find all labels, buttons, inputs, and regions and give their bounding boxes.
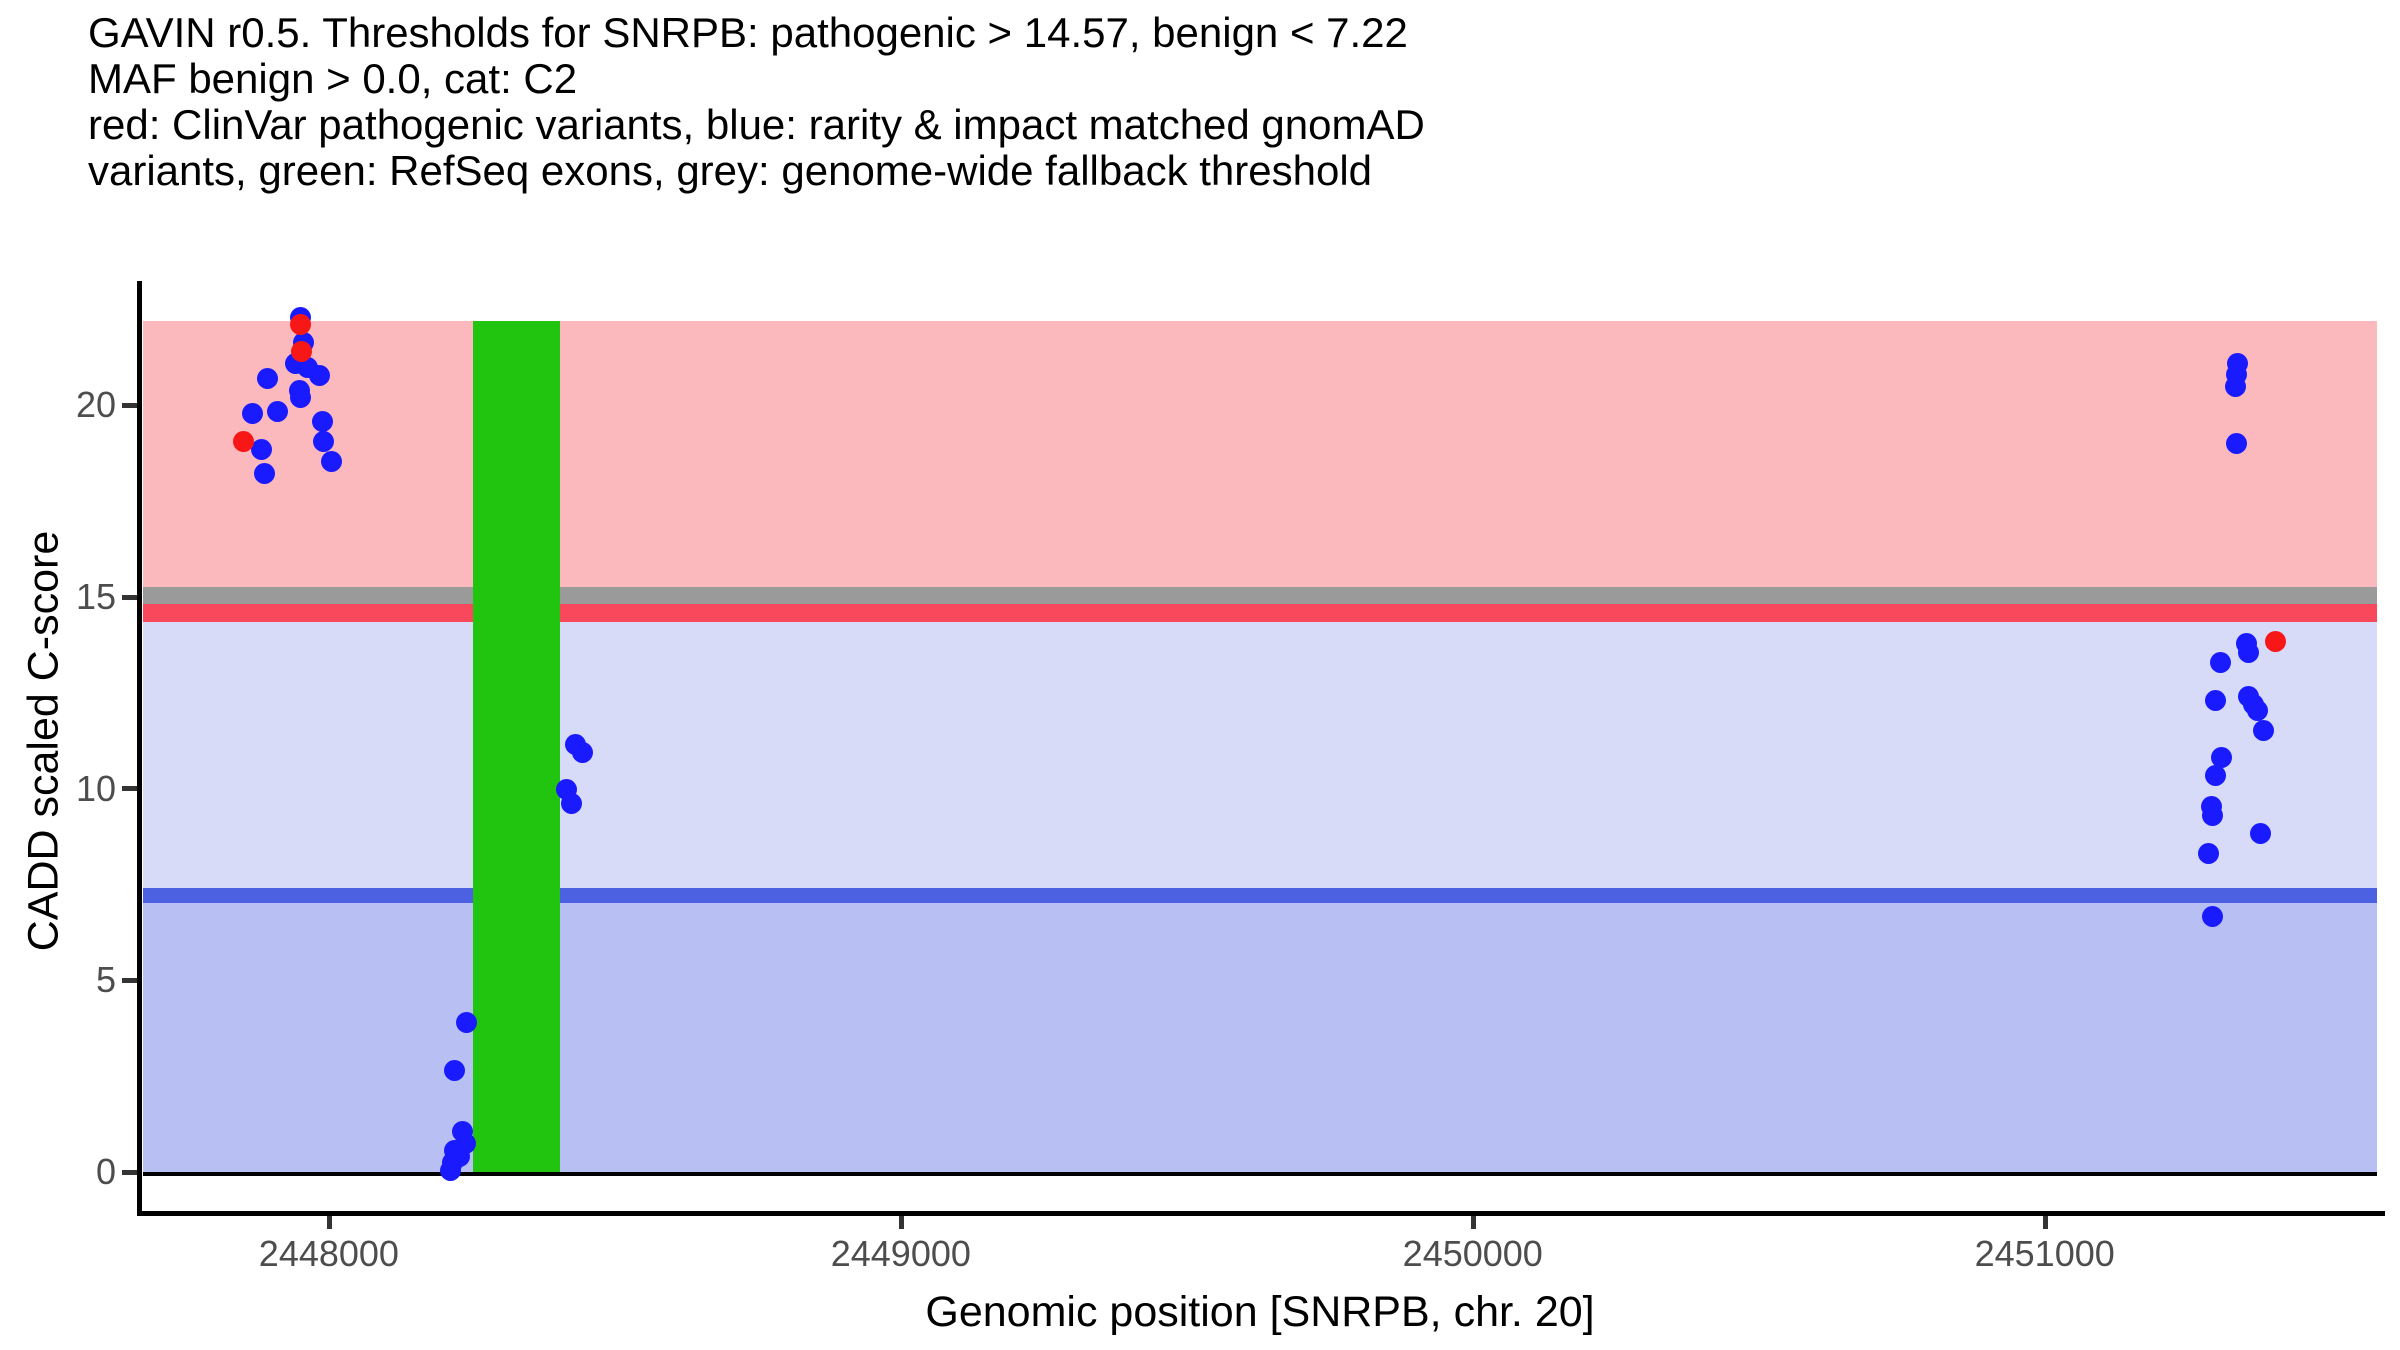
data-point-gnomad [267,401,289,423]
data-point-gnomad [312,431,334,453]
data-point-gnomad [321,451,343,473]
data-point-clinvar [232,431,254,453]
data-point-clinvar [291,341,313,363]
zero-baseline [143,1172,2377,1176]
y-tick-mark [122,402,137,408]
data-point-gnomad [456,1011,478,1033]
data-point-gnomad [2250,822,2272,844]
data-point-gnomad [242,402,264,424]
data-point-clinvar [2265,630,2287,652]
data-point-gnomad [439,1159,461,1181]
data-point-gnomad [2226,433,2248,455]
data-point-gnomad [2246,699,2268,721]
y-tick-label: 5 [95,959,116,1001]
title-line-1: GAVIN r0.5. Thresholds for SNRPB: pathog… [88,9,1408,56]
data-point-gnomad [2201,805,2223,827]
x-tick-mark [898,1216,904,1229]
title-line-3: red: ClinVar pathogenic variants, blue: … [88,101,1425,148]
x-tick-label: 2451000 [1974,1233,2115,1274]
y-tick-label: 10 [75,767,116,809]
data-point-gnomad [256,368,278,390]
y-tick-mark [122,977,137,983]
y-tick-mark [122,1169,137,1175]
data-point-gnomad [2201,906,2223,928]
data-point-gnomad [2205,765,2227,787]
x-tick-mark [1470,1216,1476,1229]
data-point-gnomad [254,463,276,485]
data-point-gnomad [290,387,312,409]
threshold-line-pathogenic-threshold [143,603,2377,622]
data-point-gnomad [572,741,594,763]
threshold-line-benign-threshold [143,887,2377,903]
data-point-clinvar [289,314,311,336]
x-tick-label: 2448000 [258,1233,399,1274]
x-tick-mark [2042,1216,2048,1229]
data-point-gnomad [2224,375,2246,397]
plot-title: GAVIN r0.5. Thresholds for SNRPB: pathog… [88,10,1425,194]
data-point-gnomad [560,792,582,814]
data-point-gnomad [443,1059,465,1081]
data-point-gnomad [311,411,333,433]
data-point-gnomad [2238,642,2260,664]
x-tick-label: 2449000 [830,1233,971,1274]
data-point-gnomad [2209,652,2231,674]
x-tick-mark [326,1216,332,1229]
x-tick-label: 2450000 [1402,1233,1543,1274]
data-point-gnomad [2210,746,2232,768]
y-tick-mark [122,786,137,792]
y-tick-mark [122,594,137,600]
data-point-gnomad [2198,842,2220,864]
y-axis-line [137,281,142,1214]
exon-bar [473,321,560,1172]
y-tick-label: 0 [95,1151,116,1192]
data-point-gnomad [2253,719,2275,741]
x-axis-title: Genomic position [SNRPB, chr. 20] [925,1288,1595,1336]
data-point-gnomad [308,365,330,387]
data-point-gnomad [2205,690,2227,712]
title-line-4: variants, green: RefSeq exons, grey: gen… [88,147,1373,194]
threshold-line-genome-wide-fallback [143,586,2377,604]
data-point-gnomad [251,439,273,461]
y-tick-label: 20 [75,384,116,426]
y-tick-label: 15 [75,576,116,617]
y-axis-title: CADD scaled C-score [19,530,68,952]
x-axis-line [137,1211,2385,1216]
title-line-2: MAF benign > 0.0, cat: C2 [88,55,578,102]
